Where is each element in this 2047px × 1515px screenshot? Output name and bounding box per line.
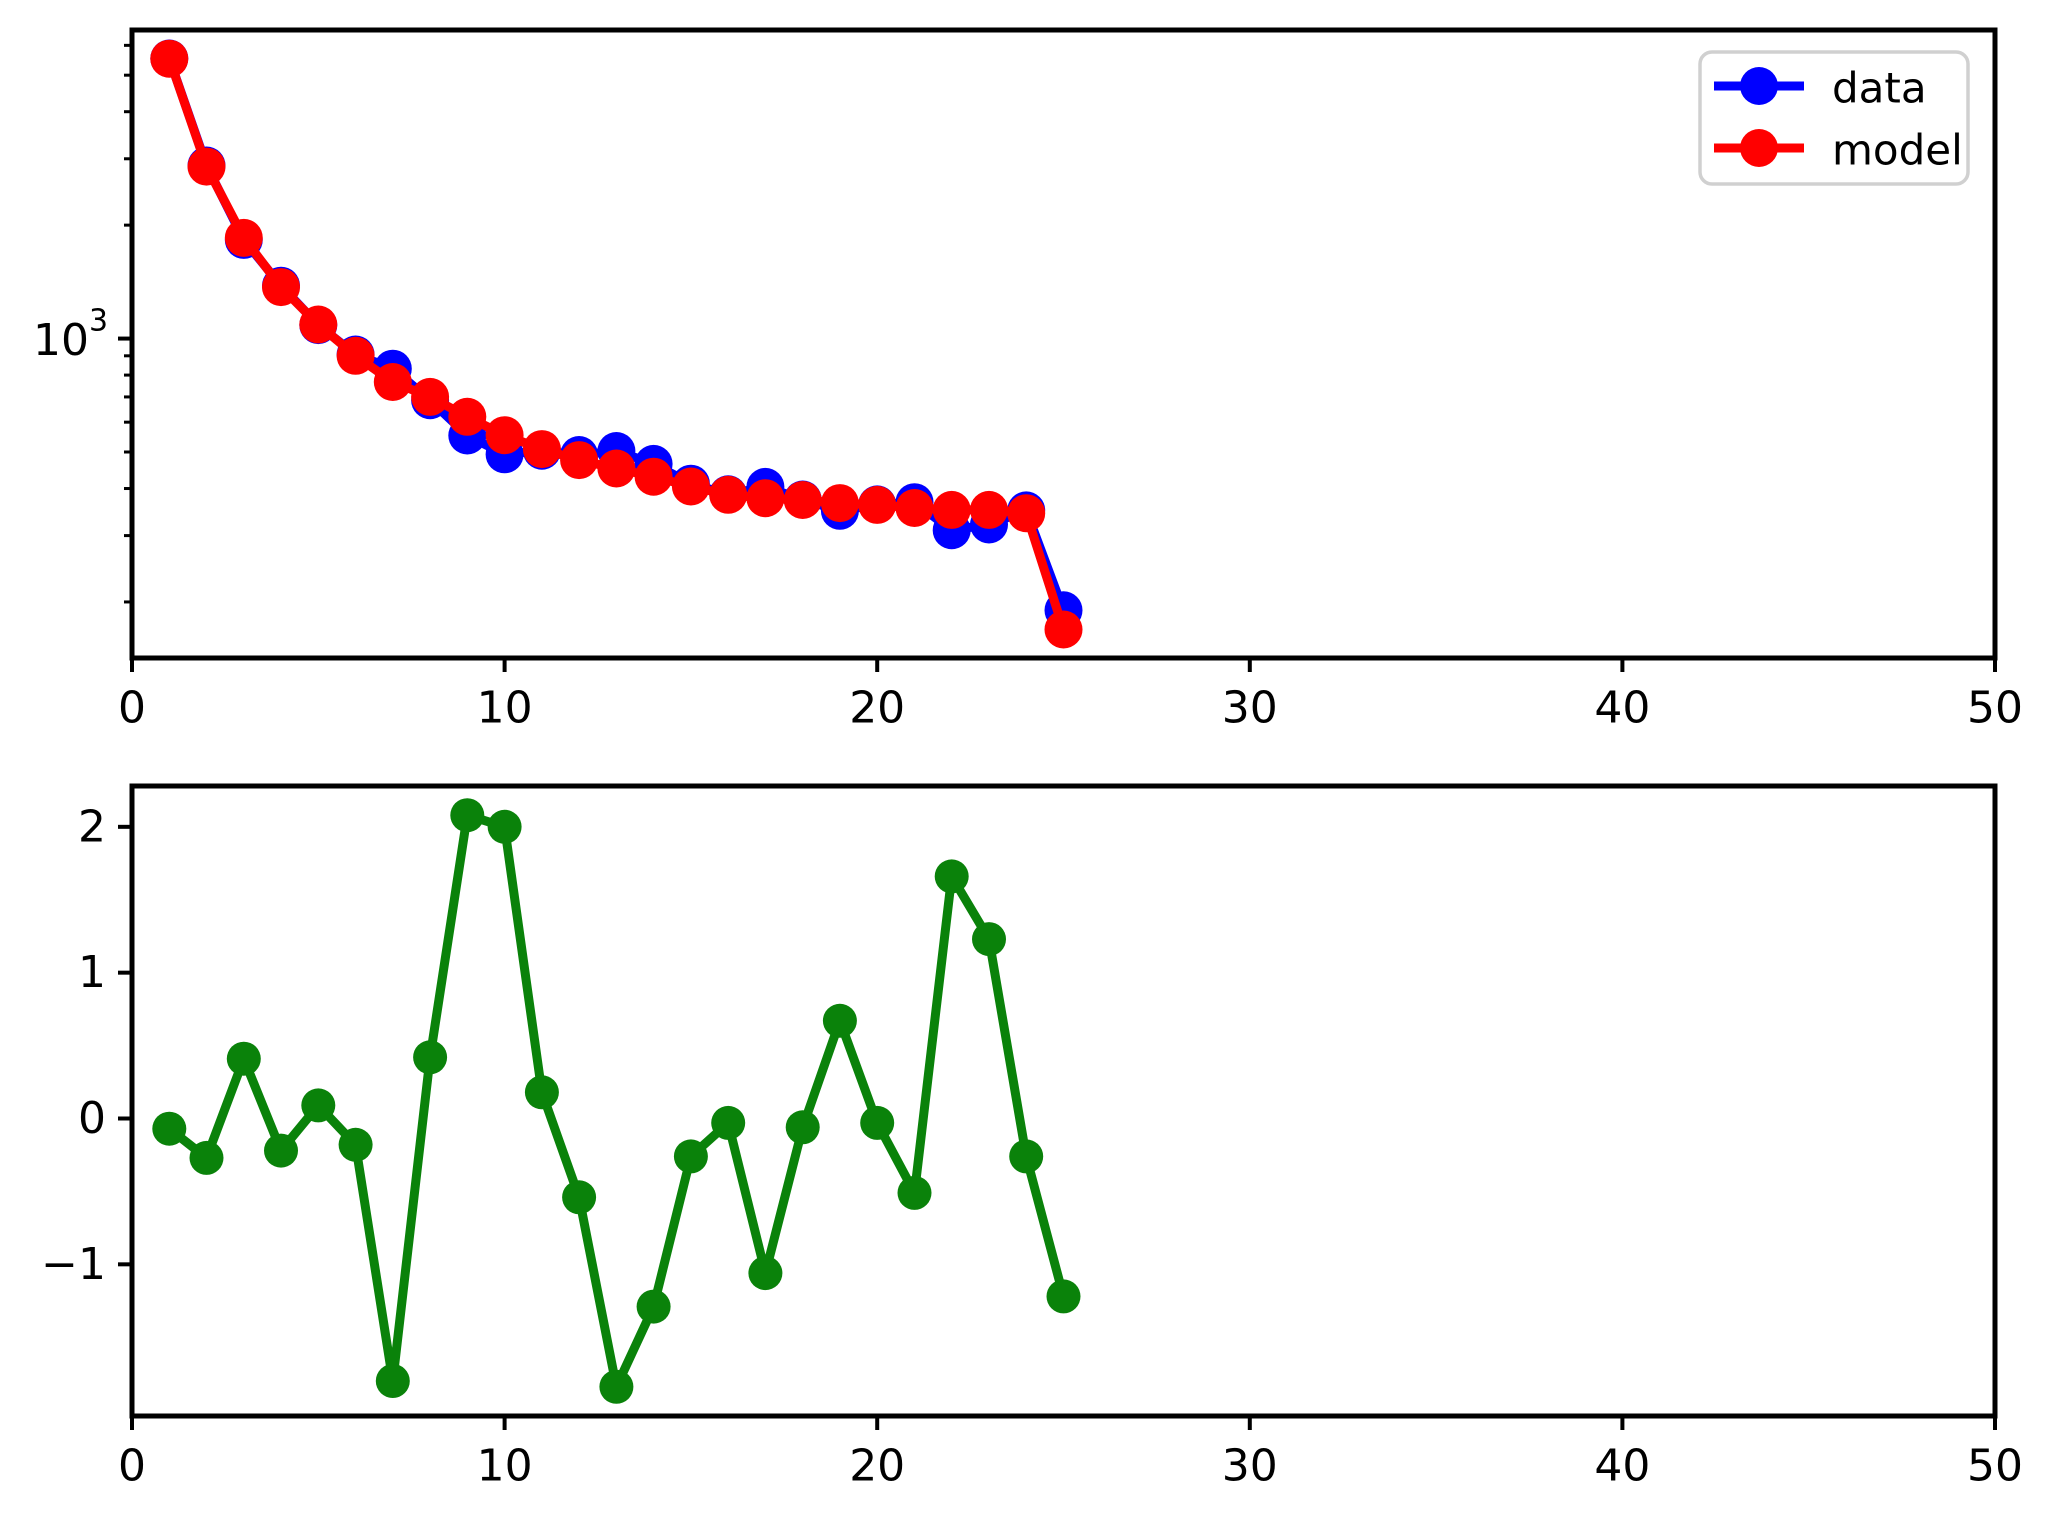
series-model-marker (411, 377, 450, 416)
series-residuals-marker (711, 1105, 746, 1140)
x-tick-label: 20 (849, 1441, 905, 1492)
x-tick-label: 30 (1222, 683, 1278, 734)
series-model-marker (448, 397, 487, 436)
series-model-line (164, 54, 1068, 634)
series-model-marker (597, 449, 636, 488)
y-tick-label: −1 (41, 1239, 106, 1290)
series-model-marker (634, 457, 673, 496)
series-model-marker (299, 305, 338, 344)
spectrum-plot: 0 10 20 30 40 50 103 data model (33, 27, 2023, 734)
x-tick-label: 40 (1594, 1441, 1650, 1492)
legend-item-model: model (1714, 126, 1963, 175)
y-tick-label: 1 (78, 947, 106, 998)
series-model-marker (970, 490, 1008, 529)
x-tick-label: 50 (1967, 683, 2023, 734)
x-tick-label: 30 (1222, 1441, 1278, 1492)
x-tick-label: 50 (1967, 1441, 2023, 1492)
series-model-marker (858, 485, 897, 524)
series-residuals-marker (264, 1133, 298, 1168)
series-residuals-marker (189, 1140, 224, 1175)
legend-label: model (1832, 126, 1963, 175)
series-residuals-marker (413, 1040, 448, 1075)
series-model-marker (187, 147, 226, 186)
series-model-marker (373, 363, 412, 401)
y-tick-label-log: 103 (33, 303, 108, 366)
spectrum-y-ticks: 103 (33, 43, 132, 604)
series-residuals-marker (562, 1180, 597, 1215)
series-model-marker (820, 484, 859, 523)
series-residuals-marker (487, 809, 522, 844)
x-tick-label: 20 (849, 683, 905, 734)
series-model-marker (895, 489, 934, 527)
series-model-marker (336, 336, 375, 375)
y-tick-label: 2 (78, 801, 106, 852)
legend-label: data (1832, 64, 1927, 113)
series-model-marker (485, 416, 524, 455)
legend-item-data: data (1714, 64, 1927, 113)
series-model-marker (783, 481, 822, 519)
y-tick-label: 0 (78, 1093, 106, 1144)
series-data (150, 39, 1083, 630)
series-residuals-marker (450, 798, 485, 833)
residuals-axes-spines (129, 783, 1998, 1419)
x-tick-label: 0 (118, 1441, 146, 1492)
series-model-marker (671, 467, 710, 506)
series-model (150, 39, 1083, 649)
series-residuals-marker (785, 1110, 820, 1145)
series-model-marker (709, 475, 748, 514)
series-model-marker (1007, 494, 1046, 533)
series-model-marker (746, 479, 785, 518)
series-residuals-marker (375, 1364, 410, 1398)
series-residuals-marker (301, 1088, 336, 1123)
x-tick-label: 10 (477, 1441, 533, 1492)
series-residuals-marker (822, 1003, 857, 1038)
series-residuals-marker (599, 1369, 634, 1404)
series-model-marker (522, 430, 561, 469)
series-residuals-marker (636, 1289, 671, 1324)
series-residuals-marker (152, 1111, 187, 1146)
series-residuals-marker (673, 1139, 708, 1174)
x-tick-label: 0 (118, 683, 146, 734)
series-residuals-marker (1009, 1139, 1044, 1174)
series-residuals-marker (748, 1256, 783, 1291)
series-residuals-marker (972, 922, 1006, 957)
spectrum-x-ticks: 0 10 20 30 40 50 (118, 658, 2023, 734)
x-tick-label: 40 (1594, 683, 1650, 734)
series-residuals-marker (338, 1127, 373, 1162)
series-model-marker (150, 39, 189, 78)
series-model-marker (224, 218, 263, 257)
residuals-y-ticks: 2 1 0 −1 (41, 801, 132, 1290)
series-model-marker (932, 490, 971, 529)
series-model-marker (1044, 610, 1083, 649)
series-residuals-marker (860, 1105, 895, 1140)
legend: data model (1698, 50, 1970, 186)
residuals-x-ticks: 0 10 20 30 40 50 (118, 1416, 2023, 1492)
x-tick-label: 10 (477, 683, 533, 734)
series-model-marker (560, 441, 599, 480)
series-model-marker (262, 268, 300, 307)
series-residuals-marker (897, 1175, 932, 1210)
series-residuals-marker (934, 859, 969, 894)
series-residuals (152, 798, 1081, 1404)
series-residuals-marker (226, 1041, 261, 1076)
series-residuals-marker (1046, 1279, 1081, 1314)
legend-swatch-marker (1740, 67, 1778, 105)
legend-swatch-marker (1740, 129, 1778, 167)
series-residuals-marker (524, 1075, 559, 1110)
spectrum-axes-spines (129, 27, 1998, 661)
